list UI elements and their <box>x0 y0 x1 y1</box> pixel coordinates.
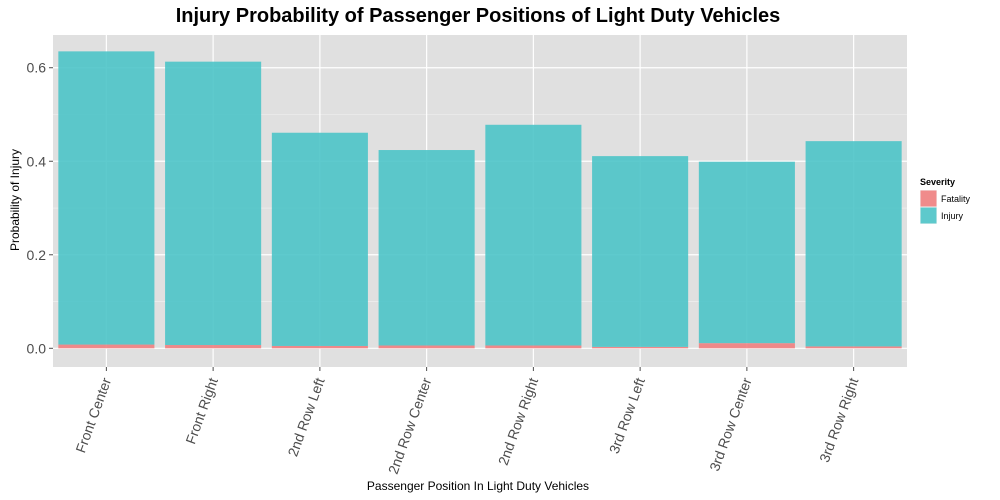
bars <box>58 51 902 349</box>
legend-label-injury: Injury <box>941 211 964 221</box>
y-tick-label: 0.6 <box>27 60 47 76</box>
bar-injury-3rd-row-center <box>698 161 795 344</box>
x-tick-label: 2nd Row Right <box>495 375 541 467</box>
x-tick-label: 3rd Row Center <box>706 375 755 473</box>
x-axis-title: Passenger Position In Light Duty Vehicle… <box>367 479 589 493</box>
bar-injury-front-center <box>58 51 155 345</box>
chart-title: Injury Probability of Passenger Position… <box>176 5 781 27</box>
legend-swatch-fatality <box>920 190 937 207</box>
x-tick-label: 2nd Row Center <box>385 375 435 476</box>
bar-fatality-2nd-row-right <box>485 345 582 349</box>
x-tick-label: 3rd Row Left <box>606 375 648 455</box>
y-tick-label: 0.4 <box>27 153 47 169</box>
y-axis-title: Probability of Injury <box>8 149 22 251</box>
x-tick-label: Front Center <box>72 375 114 455</box>
legend-swatch-injury <box>920 207 937 224</box>
bar-fatality-3rd-row-center <box>698 343 795 349</box>
bar-injury-2nd-row-left <box>271 132 368 346</box>
bar-injury-2nd-row-right <box>485 124 582 346</box>
bar-fatality-2nd-row-left <box>271 345 368 349</box>
x-axis: Front Center Front Right 2nd Row Left 2nd R… <box>72 367 861 476</box>
bar-injury-3rd-row-left <box>592 156 689 347</box>
bar-injury-front-right <box>165 61 262 346</box>
y-tick-label: 0.0 <box>27 340 47 356</box>
bar-fatality-front-center <box>58 344 155 349</box>
bar-fatality-2nd-row-center <box>378 345 475 349</box>
bar-fatality-front-right <box>165 345 262 349</box>
bar-fatality-3rd-row-left <box>592 346 689 349</box>
x-tick-label: 2nd Row Left <box>284 375 327 458</box>
legend-title: Severity <box>920 177 955 187</box>
x-tick-label: 3rd Row Right <box>816 375 861 464</box>
bar-injury-2nd-row-center <box>378 150 475 346</box>
legend-label-fatality: Fatality <box>941 194 971 204</box>
bar-injury-3rd-row-right <box>805 141 902 347</box>
legend: Severity Fatality Injury <box>920 177 971 224</box>
x-tick-label: Front Right <box>182 375 221 446</box>
y-tick-label: 0.2 <box>27 247 47 263</box>
bar-fatality-3rd-row-right <box>805 346 902 349</box>
y-axis: 0.0 0.2 0.4 0.6 <box>27 60 53 356</box>
